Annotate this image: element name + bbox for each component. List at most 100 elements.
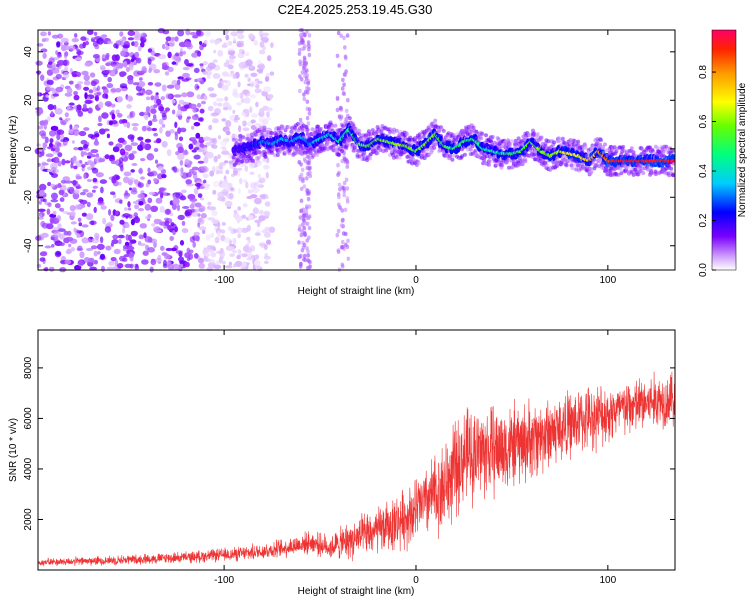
noise-blob bbox=[140, 190, 145, 195]
noise-blob bbox=[123, 176, 130, 184]
noise-blob bbox=[246, 196, 253, 199]
noise-blob bbox=[73, 189, 80, 195]
noise-blob bbox=[148, 191, 156, 195]
signal-halo bbox=[262, 128, 267, 133]
noise-blob bbox=[56, 215, 62, 222]
noise-blob bbox=[44, 266, 49, 272]
noise-blob bbox=[87, 133, 94, 138]
noise-blob bbox=[130, 218, 135, 226]
noise-blob bbox=[92, 177, 98, 183]
noise-blob bbox=[308, 165, 312, 171]
noise-blob bbox=[77, 81, 84, 85]
noise-blob bbox=[84, 72, 88, 77]
noise-blob bbox=[117, 113, 123, 118]
noise-blob bbox=[118, 238, 122, 245]
signal-halo bbox=[432, 145, 437, 150]
noise-blob bbox=[300, 167, 305, 172]
noise-blob bbox=[197, 117, 204, 122]
noise-blob bbox=[210, 143, 214, 148]
noise-blob bbox=[236, 102, 242, 106]
noise-blob bbox=[339, 33, 344, 38]
noise-blob bbox=[196, 94, 201, 100]
signal-halo bbox=[589, 169, 594, 174]
spectrogram-y-label: Frequency (Hz) bbox=[8, 116, 19, 185]
noise-blob bbox=[56, 41, 61, 48]
y-tick-label: 2000 bbox=[23, 508, 34, 531]
noise-blob bbox=[76, 233, 81, 238]
noise-blob bbox=[50, 199, 59, 203]
noise-blob bbox=[346, 256, 351, 261]
noise-blob bbox=[49, 142, 53, 148]
noise-blob bbox=[184, 158, 190, 164]
noise-blob bbox=[138, 234, 145, 240]
noise-blob bbox=[93, 250, 98, 257]
signal-halo bbox=[564, 163, 569, 168]
noise-blob bbox=[60, 207, 65, 212]
noise-blob bbox=[194, 253, 199, 259]
noise-blob bbox=[159, 187, 165, 194]
noise-blob bbox=[193, 154, 201, 160]
noise-blob bbox=[221, 260, 226, 265]
noise-blob bbox=[182, 206, 190, 209]
noise-blob bbox=[240, 98, 245, 104]
noise-blob bbox=[93, 31, 98, 36]
noise-blob bbox=[234, 117, 241, 121]
signal-halo bbox=[249, 132, 254, 137]
noise-blob bbox=[77, 245, 83, 251]
noise-blob bbox=[100, 186, 104, 194]
noise-blob bbox=[48, 130, 57, 137]
noise-blob bbox=[164, 71, 170, 76]
noise-blob bbox=[69, 205, 76, 212]
signal-halo bbox=[450, 157, 455, 162]
noise-blob bbox=[46, 208, 51, 215]
noise-blob bbox=[74, 83, 80, 89]
noise-blob bbox=[110, 214, 115, 222]
noise-blob bbox=[72, 129, 80, 136]
noise-blob bbox=[126, 249, 130, 255]
noise-blob bbox=[76, 185, 82, 189]
noise-blob bbox=[247, 253, 254, 260]
signal-halo bbox=[560, 136, 565, 141]
noise-blob bbox=[177, 153, 185, 160]
noise-blob bbox=[72, 73, 78, 78]
noise-blob bbox=[340, 239, 345, 245]
noise-blob bbox=[210, 245, 216, 250]
noise-blob bbox=[70, 211, 76, 217]
noise-blob bbox=[40, 31, 47, 37]
noise-blob bbox=[228, 246, 235, 252]
noise-blob bbox=[89, 154, 97, 158]
noise-blob bbox=[49, 138, 54, 144]
noise-blob bbox=[160, 110, 168, 114]
noise-blob bbox=[156, 138, 162, 144]
noise-blob bbox=[92, 189, 96, 193]
noise-blob bbox=[230, 173, 235, 177]
noise-blob bbox=[241, 214, 247, 219]
signal-halo bbox=[621, 144, 626, 149]
signal-halo bbox=[468, 147, 473, 152]
noise-blob bbox=[55, 73, 62, 80]
noise-blob bbox=[37, 216, 44, 220]
noise-blob bbox=[307, 204, 312, 209]
x-tick-label: 0 bbox=[413, 275, 419, 286]
noise-blob bbox=[151, 118, 158, 123]
noise-blob bbox=[49, 217, 55, 225]
noise-blob bbox=[110, 160, 117, 165]
noise-blob bbox=[198, 217, 203, 223]
signal-halo bbox=[641, 171, 646, 175]
noise-blob bbox=[40, 74, 45, 81]
signal-halo bbox=[433, 118, 438, 123]
noise-blob bbox=[55, 86, 64, 93]
noise-blob bbox=[81, 224, 89, 228]
noise-blob bbox=[57, 228, 66, 233]
noise-blob bbox=[244, 165, 249, 172]
noise-blob bbox=[141, 125, 147, 132]
noise-blob bbox=[153, 218, 161, 225]
noise-blob bbox=[185, 179, 192, 185]
noise-blob bbox=[237, 188, 241, 195]
noise-blob bbox=[234, 114, 239, 118]
noise-blob bbox=[212, 189, 217, 195]
noise-blob bbox=[174, 133, 179, 141]
noise-blob bbox=[170, 36, 175, 42]
noise-blob bbox=[134, 263, 139, 268]
noise-blob bbox=[193, 122, 201, 127]
